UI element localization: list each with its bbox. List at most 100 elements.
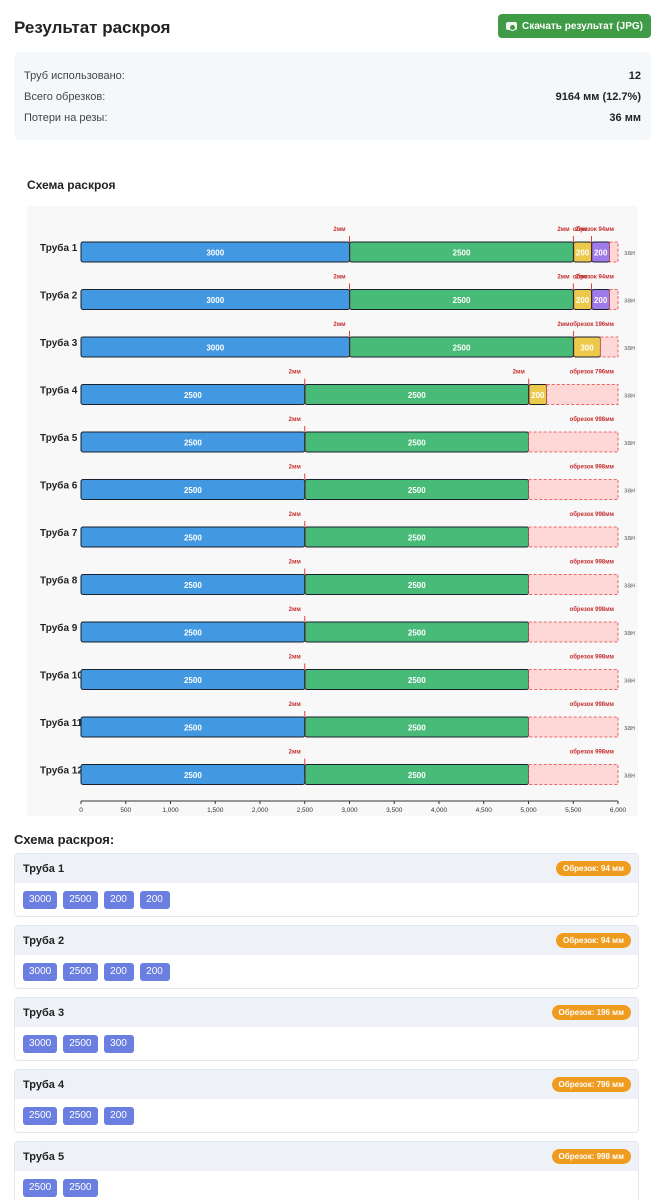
- pipe-card-header: Труба 1 Обрезок: 94 мм: [15, 854, 638, 883]
- piece-value: 2500: [408, 676, 426, 685]
- cut-label: 2мм: [289, 655, 302, 661]
- piece-bar: [304, 621, 530, 643]
- side-label: зан: [624, 535, 635, 542]
- piece-value: 2500: [408, 391, 426, 400]
- cut-label: 2мм: [289, 417, 302, 423]
- pipe-label: Труба 10: [40, 670, 83, 682]
- piece-chip: 300: [103, 1035, 134, 1053]
- waste-bar: [600, 336, 619, 358]
- piece-value: 200: [594, 249, 608, 258]
- x-tick-label: 2,000: [252, 807, 269, 814]
- waste-label: обрезок 998мм: [570, 416, 615, 423]
- piece-bar: [304, 669, 530, 690]
- summary-total-waste: Всего обрезков: 9164 мм (12.7%): [24, 91, 641, 107]
- piece-value: 3000: [206, 296, 224, 305]
- waste-bar: [609, 241, 619, 263]
- side-label: зан: [624, 393, 635, 400]
- pipe-label: Труба 11: [40, 717, 83, 729]
- piece-value: 2500: [408, 439, 426, 448]
- piece-value: 2500: [453, 249, 471, 258]
- piece-value: 300: [580, 344, 594, 353]
- pipe-card: Труба 4 Обрезок: 796 мм 2500 2500 200: [14, 1069, 639, 1133]
- piece-value: 2500: [184, 724, 202, 733]
- summary-cut-losses: Потери на резы: 36 мм: [24, 112, 641, 128]
- x-tick-label: 4,000: [431, 807, 448, 814]
- summary-label: Труб использовано:: [24, 70, 125, 82]
- summary-pipes-used: Труб использовано: 12: [24, 70, 641, 86]
- pipe-card: Труба 1 Обрезок: 94 мм 3000 2500 200 200: [14, 853, 639, 917]
- pipe-label: Труба 3: [40, 337, 78, 349]
- cut-label: 2мм: [289, 465, 302, 471]
- cut-label: 2мм: [333, 227, 346, 233]
- download-jpg-button[interactable]: Скачать результат (JPG): [498, 14, 651, 38]
- pipe-label: Труба 7: [40, 527, 78, 539]
- x-tick-label: 2,500: [297, 807, 314, 814]
- waste-bar: [528, 621, 619, 643]
- x-tick-label: 4,500: [476, 807, 493, 814]
- waste-label: обрезок 998мм: [570, 701, 615, 708]
- side-label: зан: [624, 250, 635, 257]
- pipe-card-header: Труба 5 Обрезок: 998 мм: [15, 1142, 638, 1171]
- piece-value: 2500: [408, 486, 426, 495]
- x-tick-label: 6,000: [610, 807, 627, 814]
- piece-chip: 200: [139, 891, 170, 909]
- piece-bar: [304, 431, 530, 453]
- piece-value: 2500: [184, 581, 202, 590]
- summary-panel: Труб использовано: 12 Всего обрезков: 91…: [14, 52, 651, 140]
- piece-value: 2500: [184, 534, 202, 543]
- x-tick-label: 1,000: [162, 807, 179, 814]
- cut-label: 2мм: [289, 702, 302, 708]
- piece-value: 2500: [184, 486, 202, 495]
- chart-title: Схема раскроя: [27, 178, 116, 192]
- piece-value: 2500: [184, 439, 202, 448]
- pipe-card: Труба 3 Обрезок: 196 мм 3000 2500 300: [14, 997, 639, 1061]
- piece-value: 2500: [184, 771, 202, 780]
- side-label: зан: [624, 488, 635, 495]
- waste-label: обрезок 796мм: [570, 369, 615, 376]
- piece-value: 2500: [453, 344, 471, 353]
- piece-chip: 3000: [23, 1035, 58, 1053]
- pipe-label: Труба 8: [40, 575, 78, 587]
- cut-label: 2мм: [289, 512, 302, 518]
- waste-badge: Обрезок: 94 мм: [555, 861, 631, 876]
- cut-label: 2мм: [333, 275, 346, 281]
- pipe-label: Труба 5: [40, 432, 78, 444]
- cut-label: 2мм: [575, 227, 588, 233]
- waste-badge: Обрезок: 796 мм: [551, 1077, 631, 1092]
- piece-chip: 2500: [63, 1179, 98, 1197]
- cut-label: 2мм: [557, 275, 570, 281]
- waste-bar: [528, 764, 619, 785]
- piece-value: 200: [594, 296, 608, 305]
- piece-chip: 200: [103, 891, 134, 909]
- x-tick-label: 5,000: [520, 807, 537, 814]
- piece-bar: [304, 479, 530, 500]
- piece-value: 200: [576, 296, 590, 305]
- pipe-card-name: Труба 4: [23, 1079, 65, 1091]
- piece-value: 2500: [453, 296, 471, 305]
- piece-value: 2500: [184, 676, 202, 685]
- pieces-list: 2500 2500: [23, 1179, 98, 1197]
- cut-label: 2мм: [333, 322, 346, 328]
- side-label: зан: [624, 345, 635, 352]
- piece-value: 2500: [408, 581, 426, 590]
- cut-label: 2мм: [575, 275, 588, 281]
- waste-bar: [528, 431, 619, 453]
- piece-chip: 200: [139, 963, 170, 981]
- waste-bar: [528, 526, 619, 548]
- waste-label: обрезок 998мм: [570, 606, 615, 613]
- pipe-card-name: Труба 3: [23, 1007, 65, 1019]
- piece-chip: 2500: [63, 1035, 98, 1053]
- waste-bar: [528, 574, 619, 595]
- piece-bar: [304, 764, 530, 785]
- pipe-label: Труба 4: [40, 385, 78, 397]
- pipe-label: Труба 9: [40, 622, 78, 634]
- waste-badge: Обрезок: 196 мм: [551, 1005, 631, 1020]
- page-title: Результат раскроя: [14, 18, 171, 37]
- waste-label: обрезок 998мм: [570, 749, 615, 756]
- piece-chip: 200: [103, 1107, 134, 1125]
- download-button-label: Скачать результат (JPG): [522, 20, 643, 32]
- side-label: зан: [624, 773, 635, 780]
- x-tick-label: 5,500: [565, 807, 582, 814]
- pipe-label: Труба 2: [40, 290, 78, 302]
- waste-badge: Обрезок: 998 мм: [551, 1149, 631, 1164]
